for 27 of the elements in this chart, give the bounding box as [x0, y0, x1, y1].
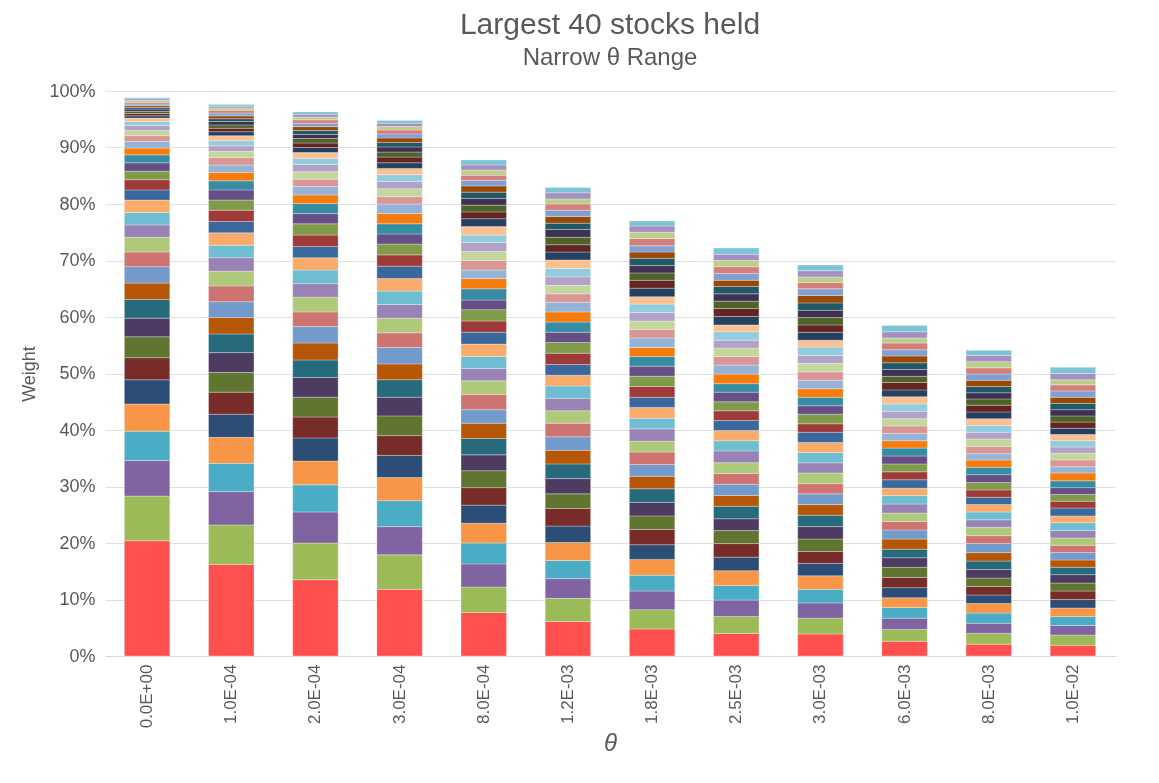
x-tick-label: 8.0E-04 — [473, 664, 493, 725]
y-tick-label: 100% — [49, 80, 96, 101]
x-tick-label: 2.0E-04 — [305, 664, 325, 725]
y-tick-label: 90% — [59, 137, 96, 157]
y-tick-label: 70% — [59, 250, 96, 270]
x-axis-title: θ — [603, 729, 618, 757]
x-tick-label: 2.5E-03 — [726, 664, 746, 725]
y-tick-label: 10% — [59, 589, 96, 609]
x-tick-label: 1.8E-03 — [642, 664, 662, 725]
x-tick-label: 3.0E-03 — [810, 664, 830, 725]
y-tick-label: 80% — [59, 193, 96, 214]
y-tick-label: 40% — [59, 419, 96, 440]
y-axis-title: Weight — [19, 346, 40, 402]
chart-title: Largest 40 stocks held — [459, 7, 761, 40]
x-tick-label: 1.2E-03 — [557, 664, 577, 725]
x-tick-label: 6.0E-03 — [894, 664, 914, 725]
y-tick-label: 20% — [59, 532, 96, 553]
y-tick-label: 0% — [69, 645, 96, 666]
y-tick-label: 50% — [59, 363, 96, 383]
x-tick-label: 8.0E-03 — [978, 664, 998, 725]
x-tick-label: 3.0E-04 — [389, 664, 409, 725]
x-tick-label: 1.0E-02 — [1062, 664, 1082, 725]
y-tick-label: 60% — [59, 306, 96, 327]
x-tick-label: 0.0E+00 — [137, 664, 157, 729]
y-tick-label: 30% — [59, 476, 96, 496]
x-tick-label: 1.0E-04 — [221, 664, 241, 725]
chart-subtitle: Narrow θ Range — [522, 43, 698, 70]
